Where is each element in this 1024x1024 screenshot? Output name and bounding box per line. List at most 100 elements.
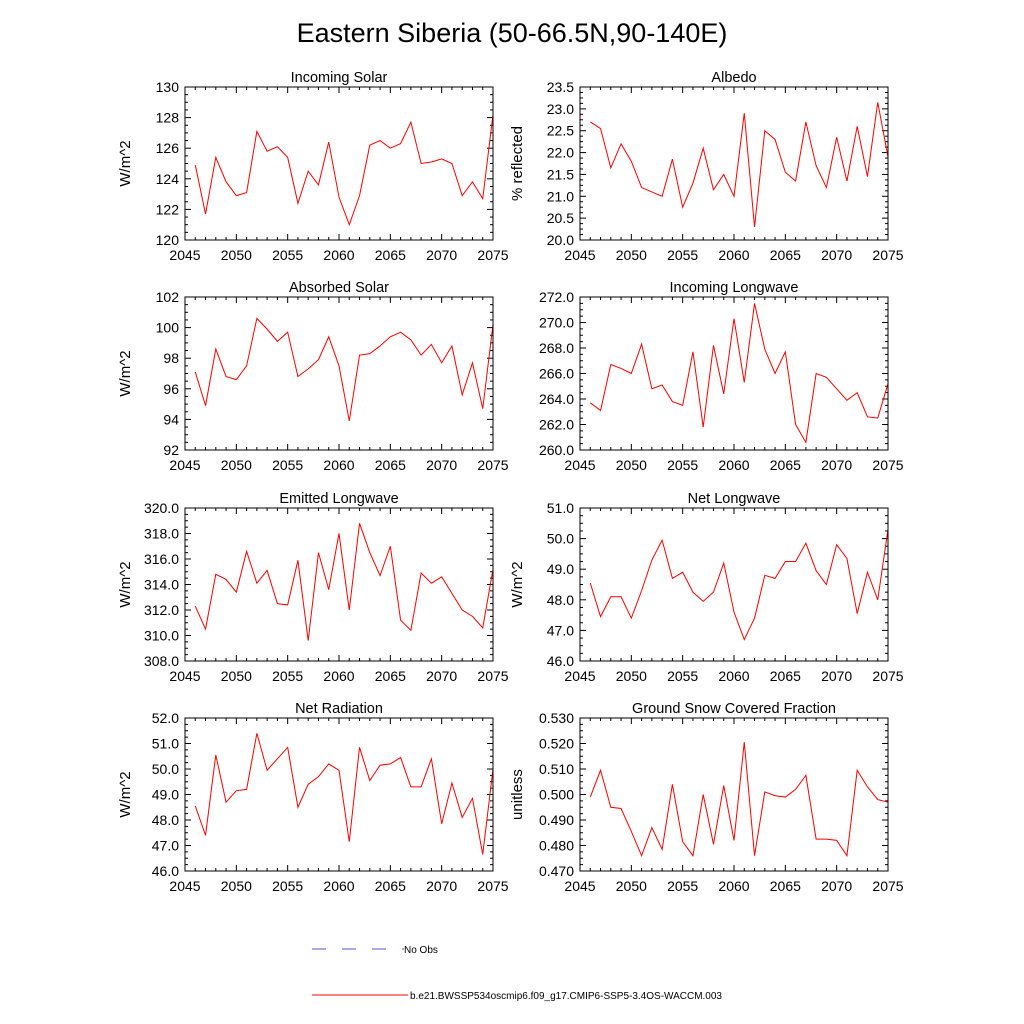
y-tick-label: 49.0 <box>152 787 179 803</box>
x-tick-label: 2055 <box>272 247 303 263</box>
panel-title: Net Radiation <box>295 701 383 717</box>
x-tick-label: 2075 <box>477 878 508 894</box>
y-tick-label: 48.0 <box>547 592 574 608</box>
y-tick-label: 128 <box>156 110 180 126</box>
x-tick-label: 2065 <box>770 457 801 473</box>
x-tick-label: 2060 <box>323 668 354 684</box>
x-tick-label: 2055 <box>667 457 698 473</box>
y-tick-label: 0.530 <box>539 710 574 726</box>
y-axis-label: W/m^2 <box>117 140 134 186</box>
x-tick-label: 2075 <box>872 247 903 263</box>
series-line <box>589 303 888 444</box>
x-tick-label: 2060 <box>323 457 354 473</box>
series-line <box>194 523 493 641</box>
x-tick-label: 2045 <box>169 878 200 894</box>
y-tick-label: 266.0 <box>539 366 574 382</box>
x-tick-label: 2050 <box>616 457 647 473</box>
x-tick-label: 2050 <box>616 668 647 684</box>
x-tick-label: 2070 <box>426 668 457 684</box>
y-axis-label: W/m^2 <box>117 350 134 396</box>
plot-frame <box>579 717 889 872</box>
x-tick-label: 2075 <box>872 878 903 894</box>
y-tick-label: 20.0 <box>547 232 574 248</box>
y-tick-label: 92 <box>163 442 179 458</box>
x-tick-label: 2045 <box>564 247 595 263</box>
x-tick-label: 2045 <box>169 247 200 263</box>
y-tick-label: 0.490 <box>539 812 574 828</box>
y-tick-label: 314.0 <box>144 577 179 593</box>
x-tick-label: 2050 <box>616 878 647 894</box>
y-tick-label: 22.0 <box>547 145 574 161</box>
x-tick-label: 2060 <box>323 247 354 263</box>
x-tick-label: 2045 <box>564 878 595 894</box>
series-line <box>590 102 888 227</box>
y-tick-label: 262.0 <box>539 417 574 433</box>
chart-panel: Absorbed Solar 2045 2050 2055 2060 2065 2070 20… <box>117 280 509 473</box>
plot-frame <box>579 507 889 662</box>
x-tick-label: 2055 <box>667 668 698 684</box>
panel-title: Albedo <box>711 70 756 86</box>
y-tick-label: 130 <box>156 79 180 95</box>
y-tick-label: 270.0 <box>539 315 574 331</box>
y-tick-label: 21.0 <box>547 188 574 204</box>
series-line <box>589 529 888 641</box>
x-tick-label: 2050 <box>221 457 252 473</box>
y-tick-label: 0.520 <box>539 736 574 752</box>
x-tick-label: 2045 <box>169 457 200 473</box>
y-tick-label: 264.0 <box>539 391 574 407</box>
y-tick-label: 0.480 <box>539 838 574 854</box>
figure-title: Eastern Siberia (50-66.5N,90-140E) <box>297 18 728 48</box>
y-tick-label: 102 <box>156 289 180 305</box>
x-tick-label: 2060 <box>718 668 749 684</box>
y-tick-label: 21.5 <box>547 166 574 182</box>
y-tick-label: 98 <box>163 350 179 366</box>
plot-frame <box>184 86 494 241</box>
x-tick-label: 2060 <box>718 878 749 894</box>
panel-title: Absorbed Solar <box>289 280 389 296</box>
chart-panel: Incoming Longwave 2045 2050 2055 2060 2065 207… <box>539 280 904 473</box>
x-tick-label: 2065 <box>770 878 801 894</box>
y-tick-label: 47.0 <box>152 838 179 854</box>
x-tick-label: 2065 <box>375 668 406 684</box>
y-axis-label: W/m^2 <box>117 771 134 817</box>
panel-title: Incoming Solar <box>291 70 388 86</box>
chart-panel: Incoming Solar 2045 2050 2055 2060 2065 2070 20… <box>117 70 509 263</box>
x-tick-label: 2075 <box>872 668 903 684</box>
y-axis-label: W/m^2 <box>117 561 134 607</box>
x-tick-label: 2065 <box>375 878 406 894</box>
panel-title: Emitted Longwave <box>279 491 398 507</box>
y-tick-label: 268.0 <box>539 340 574 356</box>
series-line <box>194 114 493 227</box>
y-axis-label: % reflected <box>509 126 526 201</box>
y-tick-label: 0.510 <box>539 761 574 777</box>
y-tick-label: 48.0 <box>152 812 179 828</box>
x-tick-label: 2065 <box>770 247 801 263</box>
y-tick-label: 94 <box>163 411 179 427</box>
x-tick-label: 2060 <box>718 457 749 473</box>
x-tick-label: 2070 <box>821 878 852 894</box>
plot-frame <box>184 507 494 662</box>
x-tick-label: 2075 <box>477 457 508 473</box>
y-tick-label: 316.0 <box>144 551 179 567</box>
y-tick-label: 260.0 <box>539 442 574 458</box>
x-tick-label: 2070 <box>821 457 852 473</box>
panel-title: Incoming Longwave <box>670 280 799 296</box>
y-tick-label: 50.0 <box>547 531 574 547</box>
y-axis-label: W/m^2 <box>509 561 526 607</box>
plot-frame <box>579 296 889 451</box>
x-tick-label: 2070 <box>426 247 457 263</box>
x-tick-label: 2050 <box>221 668 252 684</box>
y-tick-label: 320.0 <box>144 500 179 516</box>
panel-title: Net Longwave <box>688 491 781 507</box>
x-tick-label: 2070 <box>426 878 457 894</box>
x-tick-label: 2070 <box>821 247 852 263</box>
x-tick-label: 2075 <box>477 668 508 684</box>
y-tick-label: 126 <box>156 140 180 156</box>
plot-frame <box>184 296 494 451</box>
y-tick-label: 22.5 <box>547 123 574 139</box>
x-tick-label: 2055 <box>272 668 303 684</box>
legend-label-model: b.e21.BWSSP534oscmip6.f09_g17.CMIP6-SSP5… <box>410 991 722 1002</box>
y-tick-label: 308.0 <box>144 653 179 669</box>
x-tick-label: 2075 <box>477 247 508 263</box>
